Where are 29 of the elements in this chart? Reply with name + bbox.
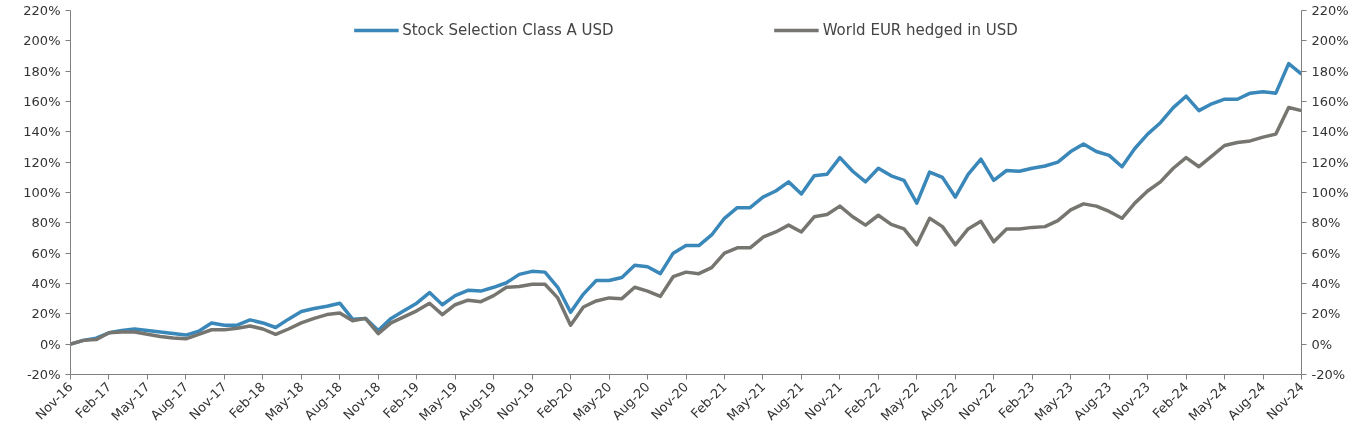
y-tick-label: 200% xyxy=(23,33,61,49)
y2-tick-label: 180% xyxy=(1311,63,1349,79)
y-tick-label: 220% xyxy=(23,3,61,18)
y2-tick-label: 100% xyxy=(1311,185,1349,200)
y-tick-label: 60% xyxy=(31,245,61,261)
legend-label: World EUR hedged in USD xyxy=(822,21,1018,39)
y-tick-label: 180% xyxy=(23,63,61,79)
y2-tick-label: 60% xyxy=(1311,245,1341,261)
y-tick-label: 40% xyxy=(31,276,61,291)
y2-tick-label: 140% xyxy=(1311,124,1349,140)
y-tick-label: 120% xyxy=(23,154,61,170)
y-tick-label: 100% xyxy=(23,185,61,200)
y2-tick-label: 80% xyxy=(1311,215,1341,231)
y2-tick-label: 20% xyxy=(1311,306,1341,322)
y2-tick-label: 200% xyxy=(1311,33,1349,49)
y2-tick-label: 0% xyxy=(1311,336,1333,352)
y-tick-label: -20% xyxy=(26,367,61,382)
y-tick-label: 80% xyxy=(31,215,61,231)
y-tick-label: 0% xyxy=(39,336,61,352)
y2-tick-label: 120% xyxy=(1311,154,1349,170)
y2-tick-label: 40% xyxy=(1311,276,1341,291)
line-series xyxy=(70,105,1302,346)
y-tick-label: 160% xyxy=(23,94,61,109)
y-tick-label: 140% xyxy=(23,124,61,140)
y2-tick-label: 220% xyxy=(1311,3,1349,18)
y-tick-label: 20% xyxy=(31,306,61,322)
y2-tick-label: 160% xyxy=(1311,94,1349,109)
y2-tick-label: -20% xyxy=(1311,367,1346,382)
legend-label: Stock Selection Class A USD xyxy=(402,21,614,39)
